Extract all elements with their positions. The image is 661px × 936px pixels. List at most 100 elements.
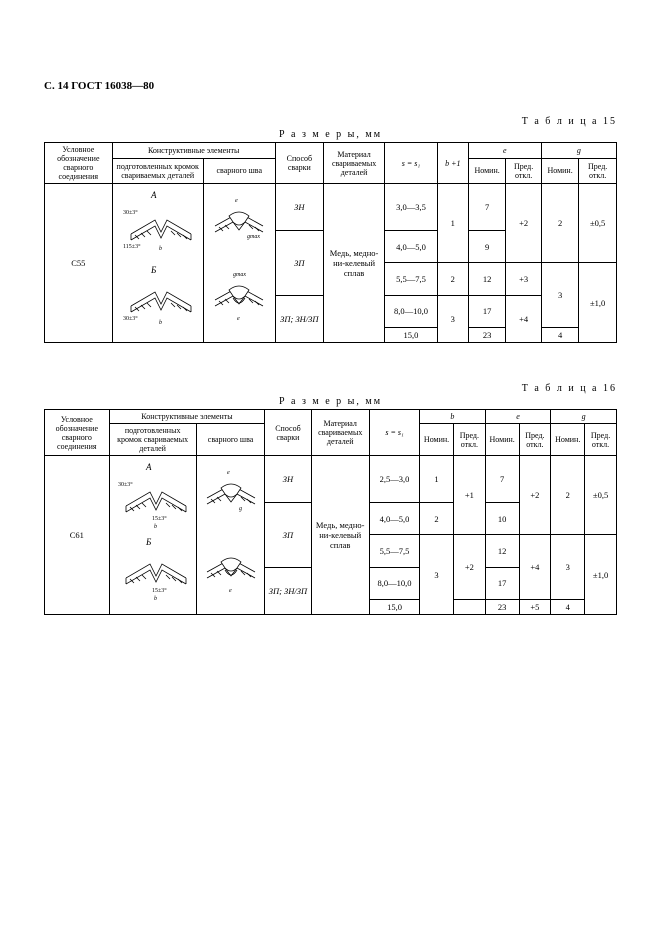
t15-h-e-tol: Пред. откл. bbox=[506, 158, 541, 184]
svg-text:e: e bbox=[229, 588, 232, 594]
t15-r3-enom: 12 bbox=[468, 263, 506, 295]
t16-r1-gnom: 2 bbox=[551, 456, 585, 535]
table-row: С61 А 30±3° 15±3° b Б bbox=[45, 456, 617, 503]
t16-r1-gtol: ±0,5 bbox=[585, 456, 617, 535]
t16-r5-etol: +5 bbox=[519, 600, 551, 615]
svg-text:15±3°: 15±3° bbox=[152, 515, 167, 522]
t15-r5-gnom: 4 bbox=[541, 328, 579, 343]
t15-h-constr: Конструктивные элементы bbox=[112, 143, 275, 159]
t16-h-constr: Конструктивные элементы bbox=[109, 410, 265, 424]
t15-h-joint: Условное обозначение сварного соединения bbox=[45, 143, 113, 184]
t15-r2-enom: 9 bbox=[468, 231, 506, 263]
t15-diagram-weld: e gmax gmax e bbox=[203, 184, 275, 343]
t16-h-g: g bbox=[551, 410, 617, 424]
t15-r1-method: ЗН bbox=[275, 184, 323, 231]
t16-h-edges: подготовленных кромок свариваемых детале… bbox=[109, 424, 196, 456]
t16-r3-method: ЗП bbox=[265, 503, 311, 568]
t15-h-s: s = s₁ bbox=[385, 143, 438, 184]
t16-r4-enom: 17 bbox=[485, 567, 519, 599]
table-15-block: Т а б л и ц а 15 Р а з м е р ы, мм Услов… bbox=[44, 116, 617, 343]
t16-r1-enom: 7 bbox=[485, 456, 519, 503]
t16-h-etol: Пред. откл. bbox=[519, 424, 551, 456]
t15-r1-etol: +2 bbox=[506, 184, 541, 263]
table-16-block: Т а б л и ц а 16 Р а з м е р ы, мм Услов… bbox=[44, 383, 617, 615]
diag-label-B: Б bbox=[150, 265, 157, 275]
t15-joint: С55 bbox=[45, 184, 113, 343]
table-15-caption: Р а з м е р ы, мм bbox=[44, 129, 617, 140]
t16-r5-method: ЗП; ЗН/ЗП bbox=[265, 567, 311, 614]
t15-diagram-edges: А 30±3° b 115±3° Б bbox=[112, 184, 203, 343]
t16-r4-s: 8,0—10,0 bbox=[369, 567, 419, 599]
t15-r5-enom: 23 bbox=[468, 328, 506, 343]
t16-r3-etol: +4 bbox=[519, 535, 551, 600]
t15-r1-b: 1 bbox=[437, 184, 468, 263]
table-15-label: Т а б л и ц а 15 bbox=[44, 116, 617, 127]
page-header: С. 14 ГОСТ 16038—80 bbox=[44, 80, 617, 92]
diag-gmax2: gmax bbox=[233, 272, 246, 278]
t16-r5-btol bbox=[453, 600, 485, 615]
t16-h-gtol: Пред. откл. bbox=[585, 424, 617, 456]
t16-r1-method: ЗН bbox=[265, 456, 311, 503]
t15-r4-b: 3 bbox=[437, 295, 468, 342]
t16-r5-enom: 23 bbox=[485, 600, 519, 615]
t15-r5-s: 15,0 bbox=[385, 328, 438, 343]
t16-joint: С61 bbox=[45, 456, 110, 615]
table-15: Условное обозначение сварного соединения… bbox=[44, 142, 617, 343]
t15-r1-s: 3,0—3,5 bbox=[385, 184, 438, 231]
table-row: С55 А 30±3° b 115±3° Б bbox=[45, 184, 617, 231]
table-16: Условное обозначение сварного соединения… bbox=[44, 409, 617, 615]
t15-h-g-tol: Пред. откл. bbox=[579, 158, 617, 184]
t16-r5-gnom: 4 bbox=[551, 600, 585, 615]
svg-text:15±3°: 15±3° bbox=[152, 587, 167, 594]
diag-angle: 30±3° bbox=[123, 209, 138, 216]
t16-diagram-weld: e g e bbox=[196, 456, 265, 615]
t16-r1-s: 2,5—3,0 bbox=[369, 456, 419, 503]
t15-r4-etol: +4 bbox=[506, 295, 541, 342]
t15-r4-s: 8,0—10,0 bbox=[385, 295, 438, 327]
t16-h-e: e bbox=[485, 410, 551, 424]
t15-r1-gnom: 2 bbox=[541, 184, 579, 263]
t15-h-e: e bbox=[468, 143, 541, 159]
svg-text:b: b bbox=[154, 524, 157, 530]
t16-h-method: Способ сварки bbox=[265, 410, 311, 456]
svg-text:b: b bbox=[154, 596, 157, 602]
t16-r2-s: 4,0—5,0 bbox=[369, 503, 419, 535]
t16-r3-s: 5,5—7,5 bbox=[369, 535, 419, 567]
diag-e2: e bbox=[237, 316, 240, 322]
t16-r2-bnom: 2 bbox=[420, 503, 454, 535]
t15-r5-method: ЗП; ЗН/ЗП bbox=[275, 295, 323, 342]
t16-h-enom: Номин. bbox=[485, 424, 519, 456]
t15-r3-gnom: 3 bbox=[541, 263, 579, 328]
t16-r4-btol: +2 bbox=[453, 535, 485, 600]
diag-e: e bbox=[235, 198, 238, 204]
t15-r2-etol: +3 bbox=[506, 263, 541, 295]
t16-r4-bnom: 3 bbox=[420, 535, 454, 615]
t16-r1-etol: +2 bbox=[519, 456, 551, 535]
t16-h-joint: Условное обозначение сварного соединения bbox=[45, 410, 110, 456]
t15-h-e-nom: Номин. bbox=[468, 158, 506, 184]
t16-r3-enom: 12 bbox=[485, 535, 519, 567]
t16-r1-bnom: 1 bbox=[420, 456, 454, 503]
t15-h-edges: подготовленных кромок свариваемых детале… bbox=[112, 158, 203, 184]
diag-b2: b bbox=[159, 320, 162, 326]
t15-h-method: Способ сварки bbox=[275, 143, 323, 184]
t15-material: Медь, медно-ни-келевый сплав bbox=[324, 184, 385, 343]
t16-h-weld: сварного шва bbox=[196, 424, 265, 456]
t15-r4-enom: 17 bbox=[468, 295, 506, 327]
t15-r1-enom: 7 bbox=[468, 184, 506, 231]
t15-h-g: g bbox=[541, 143, 616, 159]
diag-gmax: gmax bbox=[247, 234, 260, 240]
diag-label-A: А bbox=[150, 190, 157, 200]
t16-r5-s: 15,0 bbox=[369, 600, 419, 615]
diag-angle2: 115±3° bbox=[123, 243, 141, 250]
t16-r2-btol: +1 bbox=[453, 456, 485, 535]
t16-h-s: s = s₁ bbox=[369, 410, 419, 456]
t15-r2-s: 4,0—5,0 bbox=[385, 231, 438, 263]
t16-r2-enom: 10 bbox=[485, 503, 519, 535]
t16-h-bnom: Номин. bbox=[420, 424, 454, 456]
t15-r2-b: 2 bbox=[437, 263, 468, 295]
t15-r3-s: 5,5—7,5 bbox=[385, 263, 438, 295]
table-16-label: Т а б л и ц а 16 bbox=[44, 383, 617, 394]
t16-h-gnom: Номин. bbox=[551, 424, 585, 456]
svg-text:30±3°: 30±3° bbox=[118, 481, 133, 488]
